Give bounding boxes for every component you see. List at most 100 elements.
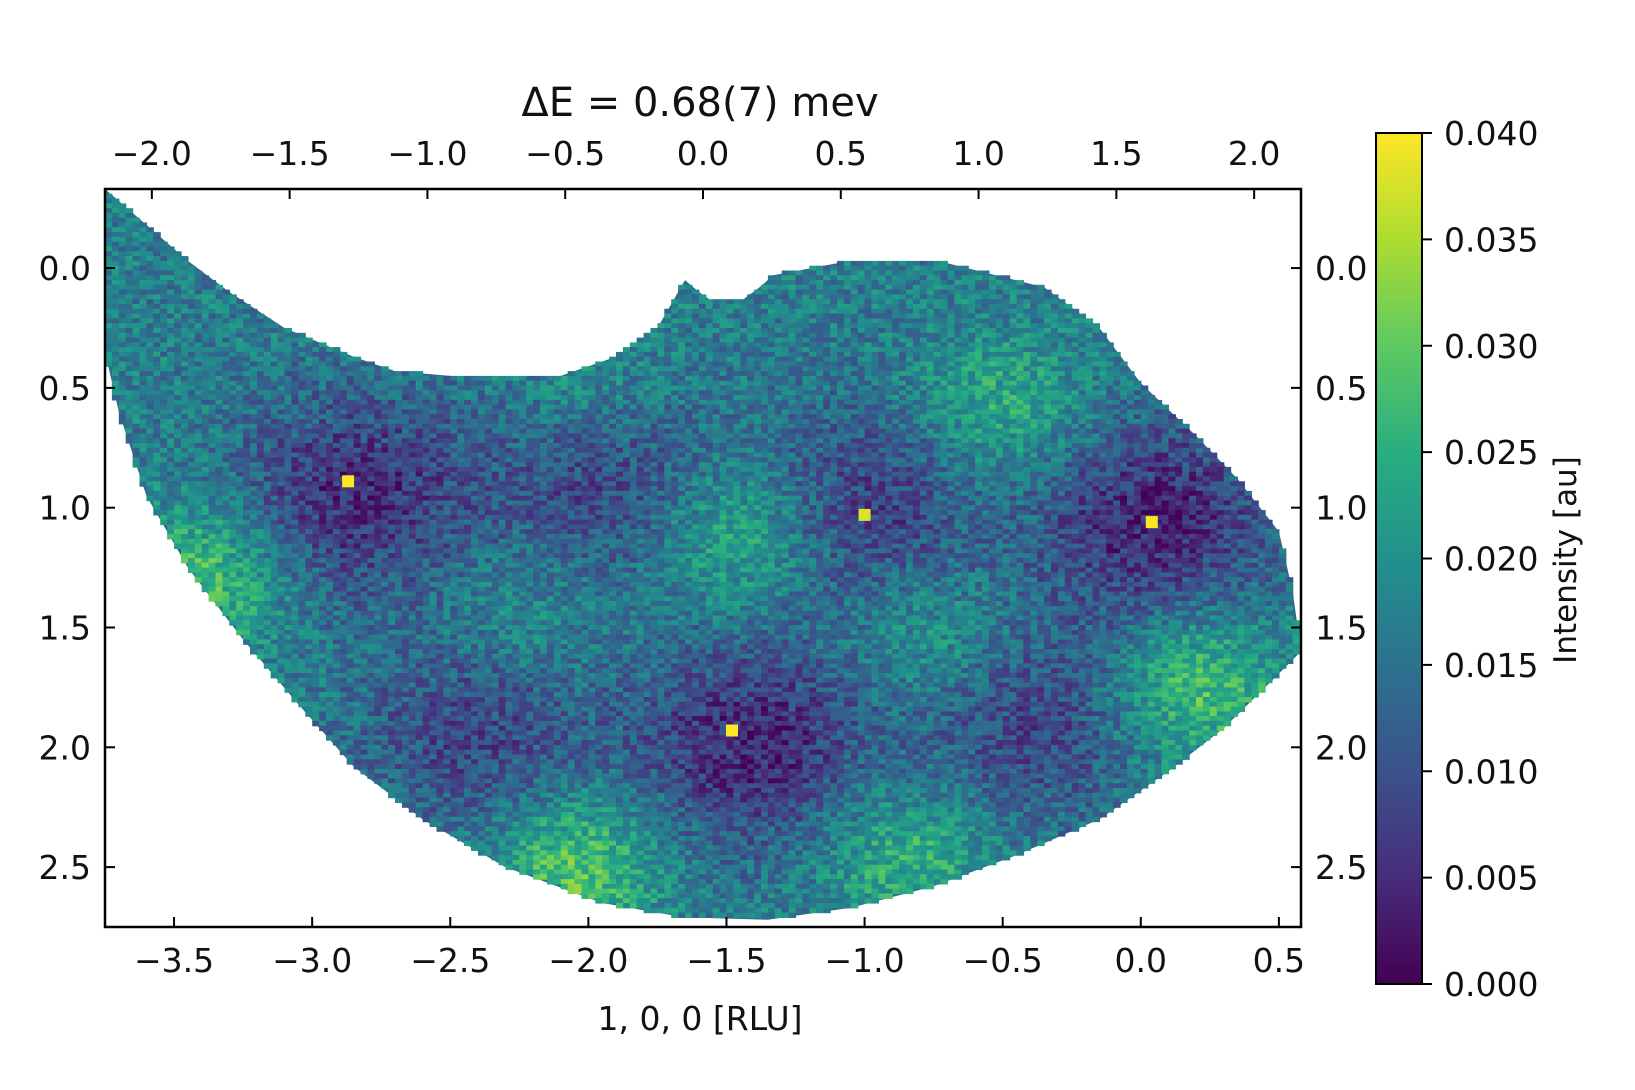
heatmap-cell <box>933 361 942 367</box>
heatmap-cell <box>167 351 175 358</box>
heatmap-cell <box>685 347 693 353</box>
heatmap-cell <box>201 371 210 377</box>
heatmap-cell <box>1099 366 1107 372</box>
heatmap-cell <box>747 328 755 334</box>
heatmap-cell <box>160 399 168 406</box>
heatmap-cell <box>982 438 990 444</box>
heatmap-cell <box>733 419 741 425</box>
heatmap-cell <box>892 428 900 434</box>
heatmap-cell <box>353 409 362 415</box>
heatmap-cell <box>367 419 375 425</box>
heatmap-cell <box>629 356 638 363</box>
heatmap-cell <box>505 404 513 410</box>
heatmap-cell <box>733 409 741 415</box>
heatmap-cell <box>1002 371 1011 377</box>
heatmap-cell <box>139 236 147 243</box>
heatmap-cell <box>795 462 803 468</box>
heatmap-cell <box>581 457 589 463</box>
heatmap-cell <box>1030 380 1038 387</box>
heatmap-cell <box>436 433 444 439</box>
heatmap-cell <box>208 380 217 387</box>
heatmap-cell <box>671 313 679 319</box>
heatmap-cell <box>975 361 983 367</box>
heatmap-cell <box>1189 438 1197 444</box>
heatmap-cell <box>912 419 921 425</box>
heatmap-cell <box>754 361 762 367</box>
heatmap-cell <box>187 299 196 305</box>
heatmap-cell <box>961 428 969 434</box>
heatmap-cell <box>194 328 203 334</box>
heatmap-cell <box>1016 375 1024 382</box>
heatmap-cell <box>995 419 1004 425</box>
heatmap-cell <box>809 438 817 444</box>
heatmap-cell <box>802 452 810 458</box>
heatmap-cell <box>298 443 306 449</box>
heatmap-cell <box>1016 347 1024 353</box>
heatmap-cell <box>546 409 555 415</box>
heatmap-cell <box>1127 419 1135 425</box>
heatmap-cell <box>215 409 223 415</box>
heatmap-cell <box>988 366 997 372</box>
heatmap-cell <box>616 433 624 439</box>
heatmap-cell <box>1037 332 1045 339</box>
heatmap-cell <box>553 419 562 425</box>
heatmap-cell <box>201 299 210 305</box>
heatmap-cell <box>781 423 790 430</box>
heatmap-cell <box>139 351 147 358</box>
heatmap-cell <box>146 308 154 315</box>
heatmap-cell <box>284 404 292 410</box>
heatmap-cell <box>125 414 134 420</box>
heatmap-cell <box>705 318 714 324</box>
heatmap-cell <box>353 356 362 363</box>
heatmap-cell <box>105 246 113 252</box>
heatmap-cell <box>850 433 859 439</box>
heatmap-cell <box>878 332 886 339</box>
heatmap-cell <box>526 385 534 391</box>
heatmap-cell <box>429 423 437 430</box>
heatmap-cell <box>685 438 693 444</box>
heatmap-cell <box>360 414 368 420</box>
heatmap-cell <box>512 395 520 401</box>
heatmap-cell <box>298 447 306 454</box>
heatmap-cell <box>622 347 631 353</box>
heatmap-cell <box>105 308 113 315</box>
heatmap-cell <box>167 265 175 272</box>
heatmap-cell <box>374 371 382 377</box>
heatmap-cell <box>160 294 168 300</box>
heatmap-cell <box>740 452 748 458</box>
heatmap-cell <box>864 423 873 430</box>
heatmap-cell <box>636 399 645 406</box>
heatmap-cell <box>236 351 244 358</box>
heatmap-cell <box>146 351 154 358</box>
heatmap-cell <box>1016 404 1024 410</box>
heatmap-cell <box>181 351 189 358</box>
heatmap-cell <box>823 351 831 358</box>
heatmap-cell <box>968 318 976 324</box>
heatmap-cell <box>885 270 893 276</box>
heatmap-cell <box>1182 462 1190 468</box>
heatmap-cell <box>995 304 1004 310</box>
heatmap-cell <box>222 428 230 434</box>
heatmap-cell <box>885 318 893 324</box>
heatmap-cell <box>747 294 755 300</box>
heatmap-cell <box>685 318 693 324</box>
heatmap-cell <box>132 419 141 425</box>
heatmap-cell <box>719 452 728 458</box>
heatmap-cell <box>1085 457 1094 463</box>
heatmap-cell <box>595 385 603 391</box>
heatmap-cell <box>781 375 790 382</box>
heatmap-cell <box>740 404 748 410</box>
heatmap-cell <box>339 390 348 396</box>
heatmap-cell <box>809 323 817 329</box>
heatmap-cell <box>685 462 693 468</box>
heatmap-cell <box>1009 380 1018 387</box>
heatmap-cell <box>174 423 182 430</box>
heatmap-cell <box>616 371 624 377</box>
heatmap-cell <box>947 433 955 439</box>
heatmap-cell <box>781 361 790 367</box>
heatmap-cell <box>111 198 120 204</box>
heatmap-cell <box>726 313 734 319</box>
heatmap-cell <box>857 313 866 319</box>
heatmap-cell <box>961 299 969 305</box>
heatmap-cell <box>885 452 893 458</box>
